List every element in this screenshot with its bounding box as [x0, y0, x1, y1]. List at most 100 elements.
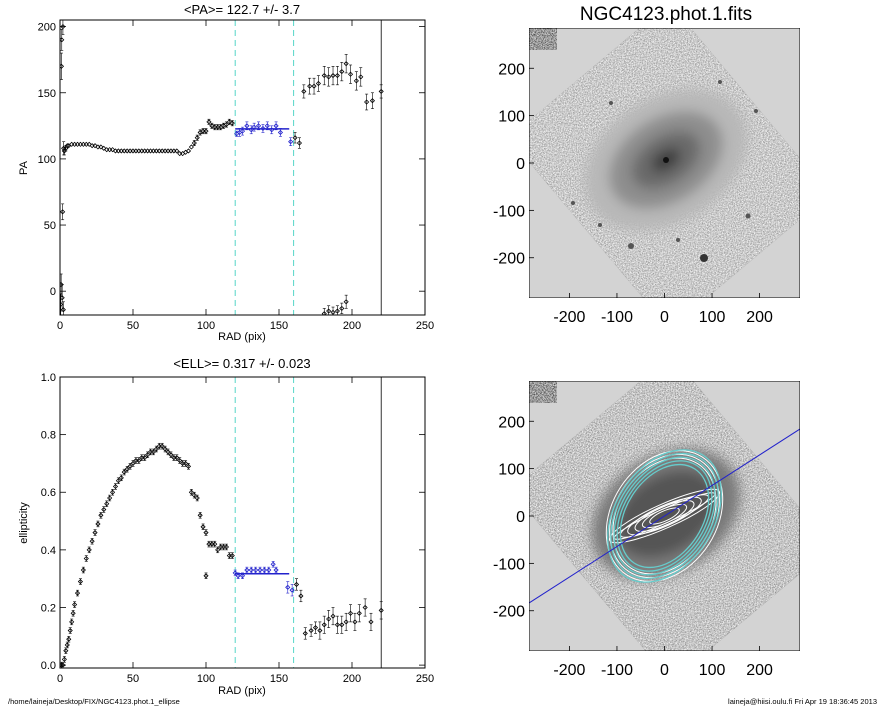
- data-point: [133, 148, 139, 154]
- x-tick-label: -200: [553, 309, 585, 326]
- data-point: [156, 148, 162, 154]
- data-point: [118, 474, 124, 482]
- data-point: [277, 128, 284, 137]
- y-tick-label: 100: [498, 462, 525, 479]
- data-point: [109, 489, 116, 496]
- data-point: [188, 144, 194, 150]
- pa-plot-title: <PA>= 122.7 +/- 3.7: [184, 2, 300, 17]
- data-point: [127, 148, 133, 154]
- data-point: [77, 141, 84, 147]
- y-tick-label: 50: [44, 220, 56, 232]
- y-tick-label: 150: [38, 88, 56, 100]
- data-point: [311, 77, 317, 95]
- outer-isophote: [610, 452, 719, 580]
- data-point: [115, 148, 121, 154]
- x-tick-label: 200: [343, 673, 361, 685]
- data-point: [74, 589, 81, 597]
- corner-patch: [529, 381, 557, 403]
- data-point: [347, 604, 354, 623]
- data-point: [269, 125, 275, 135]
- y-tick-label: 0.2: [41, 602, 56, 614]
- data-point: [121, 148, 127, 154]
- data-point: [130, 148, 136, 154]
- data-point: [136, 148, 142, 154]
- data-point: [334, 615, 340, 634]
- data-point: [104, 500, 110, 507]
- data-point: [215, 124, 221, 131]
- data-point: [191, 140, 197, 146]
- y-tick-label: 200: [498, 414, 525, 431]
- galaxy-image-panel: NGC4123.phot.1.fits -200 -100 0 100 200: [493, 4, 800, 326]
- y-tick-label: -100: [493, 556, 525, 573]
- data-point: [315, 75, 321, 92]
- data-point: [69, 141, 75, 147]
- data-point: [203, 128, 209, 135]
- data-point: [156, 442, 162, 450]
- data-point: [89, 143, 95, 149]
- data-point: [347, 64, 354, 84]
- data-point: [67, 627, 73, 634]
- data-point: [145, 148, 151, 154]
- data-point: [139, 454, 145, 461]
- data-point: [229, 552, 235, 559]
- x-tick-label: 0: [660, 662, 669, 679]
- data-point: [302, 627, 308, 640]
- data-point: [343, 294, 349, 309]
- data-point: [321, 308, 327, 315]
- data-point: [171, 148, 177, 154]
- x-tick-label: 0: [57, 673, 63, 685]
- pa-xlabel: RAD (pix): [218, 331, 266, 343]
- data-point: [180, 460, 186, 467]
- data-point: [321, 615, 327, 634]
- isophote-image-panel: -200 -100 0 100 200 -200 -100 0 100 200: [493, 381, 800, 679]
- data-point: [326, 67, 332, 87]
- data-point: [312, 621, 319, 634]
- data-point: [112, 148, 119, 154]
- data-point: [60, 28, 65, 51]
- ell-ylabel: ellipticity: [18, 502, 30, 544]
- data-point: [353, 71, 359, 91]
- pa-profile-plot: <PA>= 122.7 +/- 3.7 0 50 100 150 200 250 0 50 10…: [18, 2, 434, 343]
- data-point: [273, 566, 279, 574]
- data-point: [369, 92, 376, 109]
- x-tick-label: 250: [416, 320, 434, 332]
- outer-isophote: [616, 460, 713, 572]
- data-point: [95, 144, 101, 150]
- x-tick-label: 100: [699, 309, 726, 326]
- data-point: [288, 137, 294, 146]
- data-point: [293, 578, 300, 591]
- data-point: [83, 141, 89, 147]
- data-point: [168, 148, 174, 154]
- data-point: [364, 93, 370, 111]
- data-point: [147, 448, 154, 456]
- data-point: [253, 566, 259, 574]
- data-point: [60, 52, 65, 80]
- x-tick-label: 250: [416, 673, 434, 685]
- data-point: [63, 647, 69, 654]
- data-point: [171, 454, 177, 461]
- data-point: [147, 148, 154, 154]
- data-point: [223, 543, 230, 551]
- data-point: [118, 148, 124, 154]
- corner-patch: [529, 28, 557, 50]
- y-tick-label: 0: [50, 286, 56, 298]
- data-point: [218, 543, 224, 551]
- footer-path: /home/laineja/Desktop/FIX/NGC4123.phot.1…: [8, 697, 180, 706]
- data-point: [358, 67, 364, 87]
- data-point: [159, 148, 165, 154]
- data-point: [378, 601, 384, 620]
- data-point: [77, 578, 84, 585]
- data-point: [185, 148, 192, 154]
- data-point: [368, 612, 374, 631]
- x-tick-label: 50: [127, 673, 139, 685]
- y-tick-label: 0: [516, 156, 525, 173]
- data-point: [203, 529, 209, 536]
- data-point: [133, 457, 139, 464]
- data-point: [98, 512, 104, 519]
- data-point: [270, 561, 276, 568]
- data-point: [200, 523, 206, 531]
- pa-ylabel: PA: [18, 160, 30, 175]
- data-point: [330, 306, 336, 315]
- data-point: [212, 124, 218, 131]
- data-point: [296, 137, 303, 149]
